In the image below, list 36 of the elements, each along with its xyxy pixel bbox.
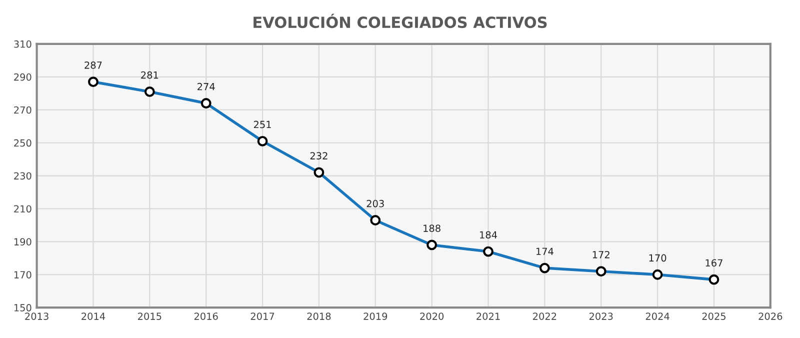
x-tick-label: 2023 — [589, 312, 613, 320]
chart-title: EVOLUCIÓN COLEGIADOS ACTIVOS — [254, 14, 547, 28]
data-label: 251 — [254, 120, 271, 128]
y-tick-label: 250 — [14, 139, 32, 147]
data-label: 170 — [649, 254, 666, 262]
data-label: 174 — [536, 248, 554, 255]
x-tick-label: 2020 — [420, 312, 444, 320]
y-tick-label: 190 — [14, 238, 32, 246]
x-tick-label: 2015 — [138, 312, 162, 320]
y-tick-label: 150 — [14, 304, 32, 312]
y-tick-label: 170 — [14, 271, 32, 278]
data-label: 287 — [84, 61, 102, 69]
data-label: 167 — [706, 259, 722, 267]
x-tick-label: 2019 — [364, 312, 388, 320]
y-tick-label: 210 — [14, 205, 32, 213]
data-label: 184 — [480, 231, 497, 239]
data-label: 172 — [592, 250, 610, 258]
data-label: 203 — [366, 200, 384, 208]
data-label: 274 — [198, 82, 215, 90]
x-tick-label: 2014 — [82, 312, 106, 320]
data-label: 188 — [424, 224, 440, 232]
x-tick-label: 2026 — [758, 312, 782, 320]
x-tick-label: 2021 — [476, 312, 500, 320]
y-tick-label: 310 — [14, 40, 32, 48]
data-label: 232 — [310, 152, 328, 160]
x-tick-label: 2016 — [194, 312, 218, 320]
x-tick-label: 2025 — [702, 312, 726, 320]
y-tick-label: 270 — [14, 106, 32, 114]
x-tick-label: 2017 — [250, 312, 274, 320]
x-tick-label: 2018 — [307, 312, 331, 320]
x-tick-label: 2022 — [533, 312, 556, 320]
x-tick-label: 2013 — [25, 312, 48, 320]
y-tick-label: 230 — [14, 172, 32, 180]
y-tick-label: 290 — [14, 73, 32, 81]
data-label: 281 — [141, 71, 158, 79]
x-tick-label: 2024 — [646, 312, 670, 320]
